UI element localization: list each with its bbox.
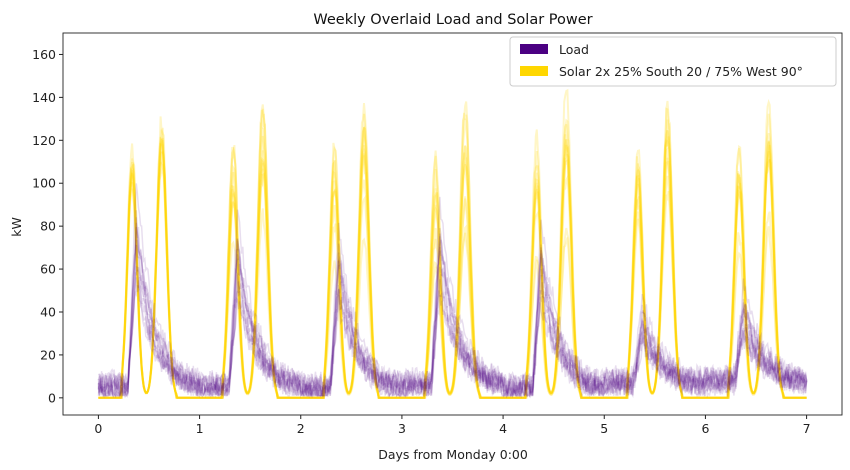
y-tick-label: 80 [40,219,56,234]
x-axis-label: Days from Monday 0:00 [378,447,528,462]
y-tick-label: 60 [40,262,56,277]
y-tick-label: 120 [32,133,56,148]
x-tick-label: 3 [398,421,406,436]
load-week-line [97,183,808,395]
load-week-line [97,244,808,399]
solar-week-line [98,101,807,399]
solar-week-line [98,134,807,399]
y-tick-label: 0 [48,390,56,405]
x-tick-label: 1 [196,421,204,436]
load-week-line [97,277,808,399]
load-week-line [97,210,808,399]
legend-swatch-solar [520,66,548,76]
legend-label-solar: Solar 2x 25% South 20 / 75% West 90° [559,64,803,79]
load-week-line [97,222,808,398]
x-tick-label: 7 [803,421,811,436]
y-axis-label: kW [9,217,24,237]
load-week-line [97,269,808,399]
y-tick-label: 140 [32,90,56,105]
solar-week-line [98,130,807,399]
x-tick-label: 5 [600,421,608,436]
y-tick-label: 100 [32,176,56,191]
legend-label-load: Load [559,42,589,57]
solar-week-line [98,107,807,399]
x-tick-label: 4 [499,421,507,436]
load-week-line [97,217,808,394]
solar-week-line [98,88,807,399]
solar-week-line [98,129,807,399]
plot-frame [62,32,843,416]
solar-week-line [98,123,807,399]
y-tick-label: 40 [40,304,56,319]
load-week-line [97,239,808,399]
legend: Load Solar 2x 25% South 20 / 75% West 90… [509,36,837,87]
x-tick-label: 6 [701,421,709,436]
load-week-line [97,285,808,399]
y-tick-label: 160 [32,47,56,62]
x-tick-label: 2 [297,421,305,436]
load-week-line [97,226,808,399]
legend-frame [509,36,837,87]
solar-week-line [98,104,807,399]
load-week-line [97,245,808,399]
chart-title: Weekly Overlaid Load and Solar Power [313,12,592,28]
y-axis-ticks: 0 20 40 60 80 100 120 140 160 [32,47,63,405]
solar-week-line [98,144,807,399]
x-tick-label: 0 [94,421,102,436]
y-tick-label: 20 [40,347,56,362]
solar-week-line [98,133,807,399]
load-week-line [97,265,808,398]
solar-week-line [98,144,807,399]
x-axis-ticks: 0 1 2 3 4 5 6 7 [94,415,811,436]
solar-week-line [98,98,807,399]
legend-swatch-load [520,44,548,54]
plot-lines [97,88,808,399]
